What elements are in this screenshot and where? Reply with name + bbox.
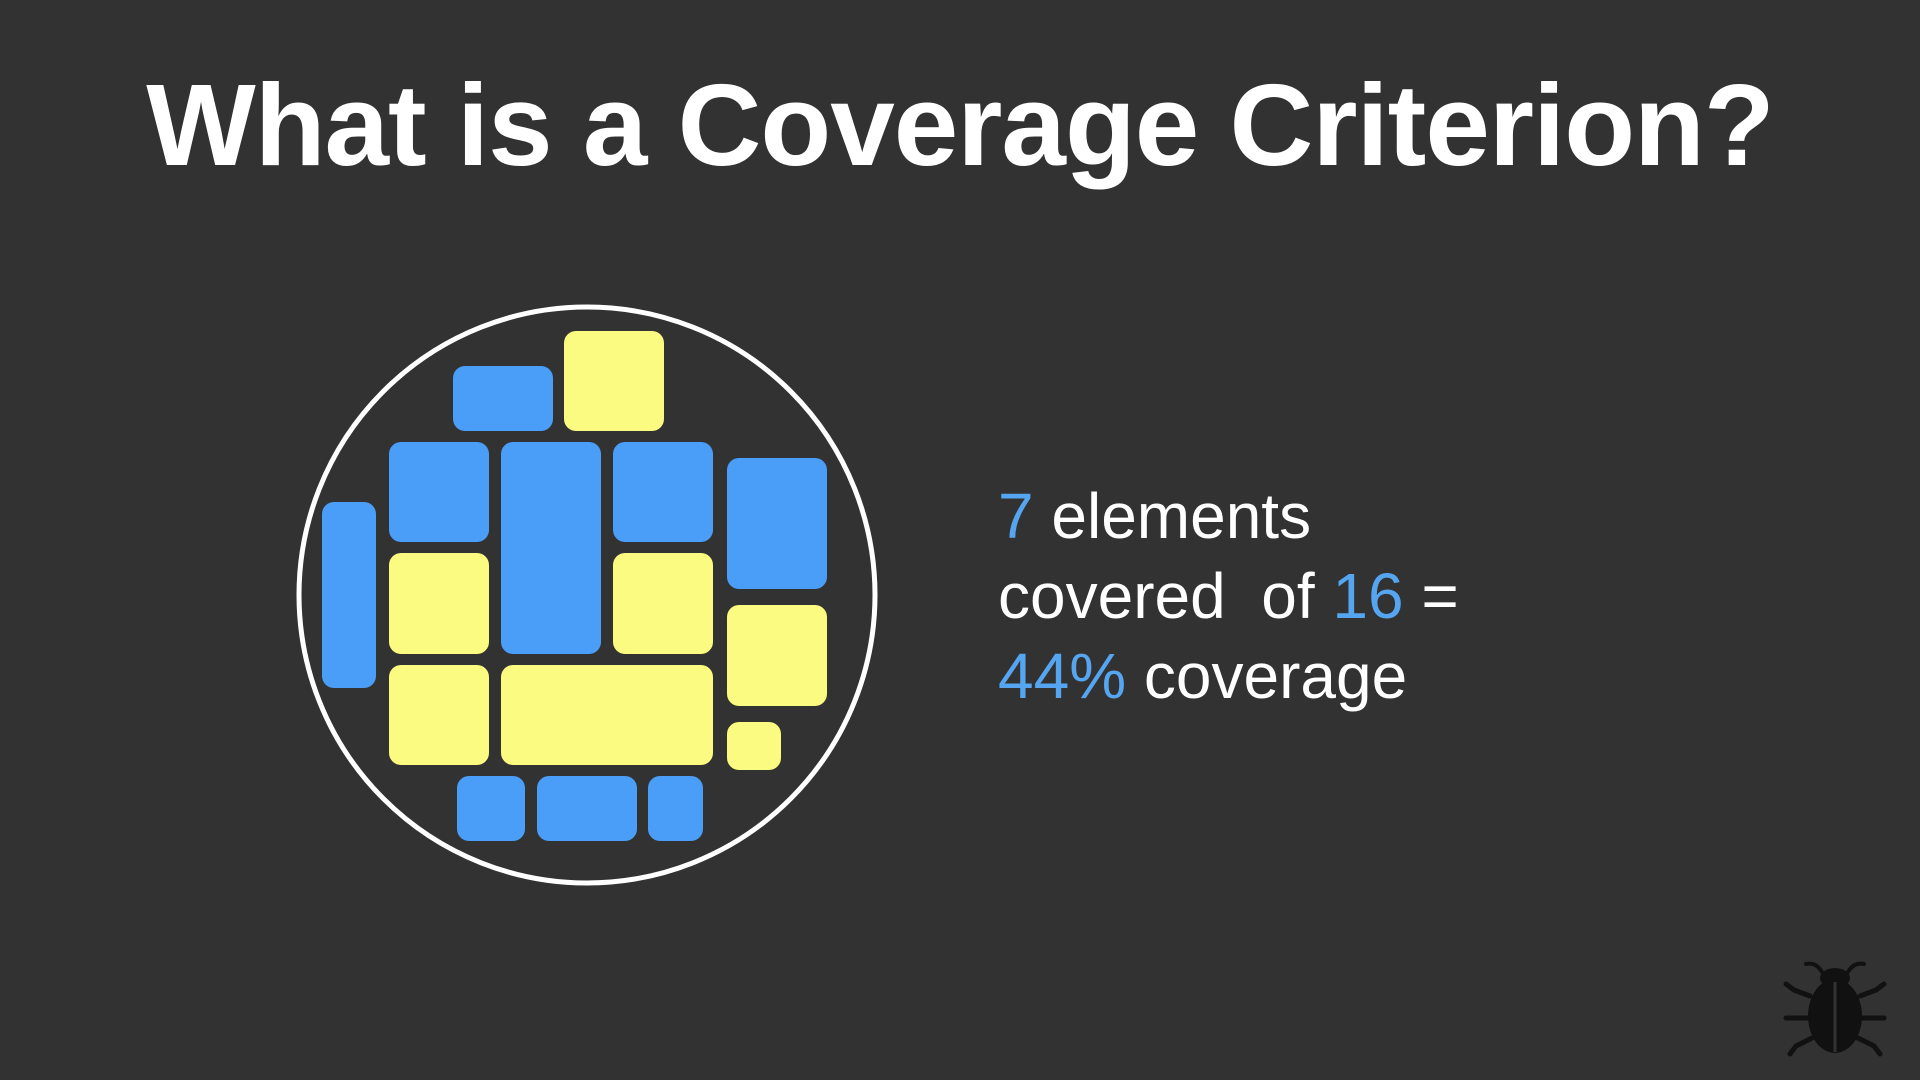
bug-icon	[1783, 961, 1887, 1057]
covered-of-label: covered of	[998, 560, 1333, 632]
uncovered-element	[501, 442, 601, 654]
covered-element	[727, 605, 827, 706]
uncovered-element	[322, 502, 376, 688]
uncovered-element	[537, 776, 637, 841]
uncovered-element	[648, 776, 703, 841]
uncovered-element	[457, 776, 525, 841]
covered-element	[389, 553, 489, 654]
program-circle	[296, 304, 878, 886]
page-title: What is a Coverage Criterion?	[146, 60, 1775, 190]
equals-sign: =	[1403, 560, 1459, 632]
uncovered-element	[613, 442, 713, 542]
covered-element	[613, 553, 713, 654]
coverage-label: coverage	[1126, 640, 1408, 712]
covered-element	[389, 665, 489, 765]
covered-count: 7	[998, 480, 1034, 552]
uncovered-element	[453, 366, 553, 431]
uncovered-element	[727, 458, 827, 589]
coverage-summary: 7 elements covered of 16 = 44% coverage	[998, 476, 1459, 716]
uncovered-element	[389, 442, 489, 542]
covered-element	[501, 665, 713, 765]
summary-line-2: covered of 16 =	[998, 556, 1459, 636]
covered-element	[727, 722, 781, 770]
covered-element	[564, 331, 664, 431]
elements-label: elements	[1033, 480, 1312, 552]
summary-line-3: 44% coverage	[998, 636, 1459, 716]
total-count: 16	[1332, 560, 1404, 632]
summary-line-1: 7 elements	[998, 476, 1459, 556]
coverage-percent: 44%	[998, 640, 1127, 712]
